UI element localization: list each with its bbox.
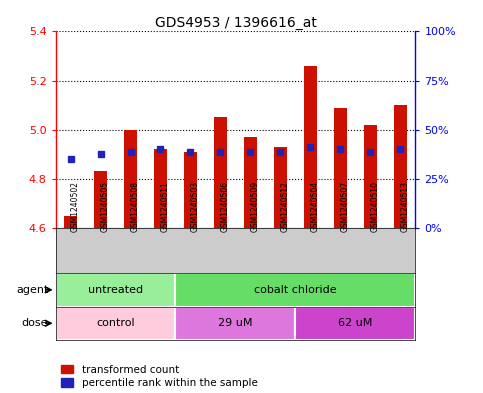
Bar [56, 273, 175, 307]
Bar [175, 273, 415, 307]
Text: GSM1240502: GSM1240502 [71, 180, 80, 231]
Bar [364, 125, 377, 228]
Text: GSM1240511: GSM1240511 [160, 181, 170, 231]
Text: 29 uM: 29 uM [218, 318, 253, 328]
Legend: transformed count, percentile rank within the sample: transformed count, percentile rank withi… [61, 365, 257, 388]
Bar [175, 307, 296, 340]
Text: GSM1240507: GSM1240507 [341, 180, 349, 231]
Text: GSM1240508: GSM1240508 [130, 180, 140, 231]
Bar [154, 149, 167, 228]
Bar [94, 171, 107, 228]
Text: dose: dose [22, 318, 48, 328]
Text: cobalt chloride: cobalt chloride [254, 285, 337, 295]
Text: GSM1240505: GSM1240505 [100, 180, 110, 231]
Bar [184, 152, 197, 228]
Bar [394, 105, 407, 228]
Text: untreated: untreated [88, 285, 143, 295]
Bar [213, 118, 227, 228]
Title: GDS4953 / 1396616_at: GDS4953 / 1396616_at [155, 17, 316, 30]
Bar [64, 216, 77, 228]
Text: GSM1240512: GSM1240512 [281, 181, 289, 231]
Text: GSM1240510: GSM1240510 [370, 180, 380, 231]
Text: GSM1240513: GSM1240513 [400, 180, 410, 231]
Bar [334, 108, 347, 228]
Text: GSM1240503: GSM1240503 [190, 180, 199, 231]
Bar [56, 307, 175, 340]
Text: GSM1240504: GSM1240504 [311, 180, 319, 231]
Bar [304, 66, 317, 228]
Bar [296, 307, 415, 340]
Text: 62 uM: 62 uM [338, 318, 372, 328]
Text: agent: agent [16, 285, 48, 295]
Text: control: control [96, 318, 135, 328]
Bar [124, 130, 137, 228]
Bar [274, 147, 287, 228]
Text: GSM1240509: GSM1240509 [251, 180, 259, 231]
Text: GSM1240506: GSM1240506 [220, 180, 229, 231]
Bar [244, 137, 257, 228]
